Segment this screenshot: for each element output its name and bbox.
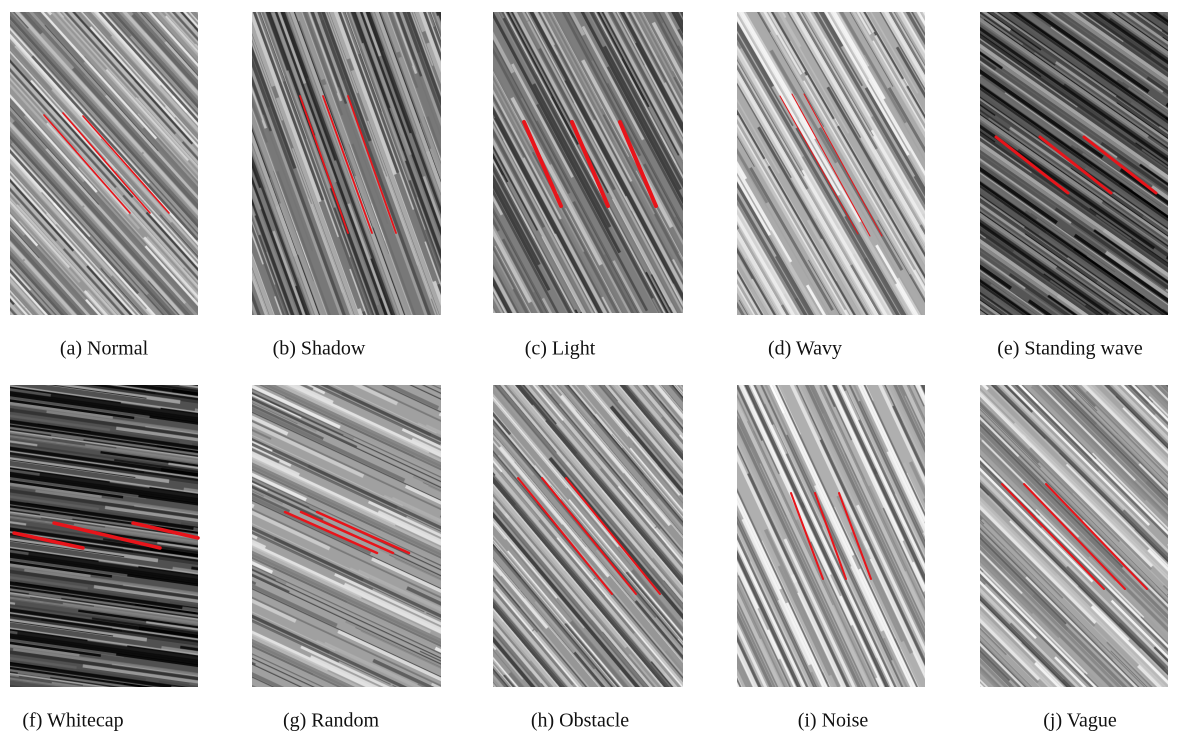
panel-image xyxy=(737,12,925,315)
panel: (g) Random xyxy=(252,385,441,732)
panel-caption: (d) Wavy xyxy=(768,338,842,360)
panel-caption: (f) Whitecap xyxy=(22,710,123,732)
panel: (e) Standing wave xyxy=(980,12,1168,360)
panel-caption: (e) Standing wave xyxy=(997,338,1143,360)
panel: (c) Light xyxy=(493,12,683,360)
panel: (a) Normal xyxy=(10,12,198,360)
panel: (f) Whitecap xyxy=(10,385,198,732)
panel: (h) Obstacle xyxy=(493,385,683,732)
panel-caption: (g) Random xyxy=(283,710,380,732)
panel-caption: (a) Normal xyxy=(60,338,149,360)
panel: (d) Wavy xyxy=(737,12,925,360)
panel: (b) Shadow xyxy=(252,12,441,360)
panel: (j) Vague xyxy=(980,385,1168,732)
panel-caption: (b) Shadow xyxy=(273,338,366,360)
panel-caption: (h) Obstacle xyxy=(531,710,629,732)
panel-caption: (c) Light xyxy=(525,338,596,360)
panel-caption: (i) Noise xyxy=(798,710,869,732)
panel: (i) Noise xyxy=(737,385,925,732)
panel-image xyxy=(252,385,441,687)
figure: (a) Normal (b) Shadow (c) Light (d) Wavy (e)… xyxy=(0,0,1183,735)
panel-image xyxy=(10,12,198,315)
panel-caption: (j) Vague xyxy=(1043,710,1117,732)
